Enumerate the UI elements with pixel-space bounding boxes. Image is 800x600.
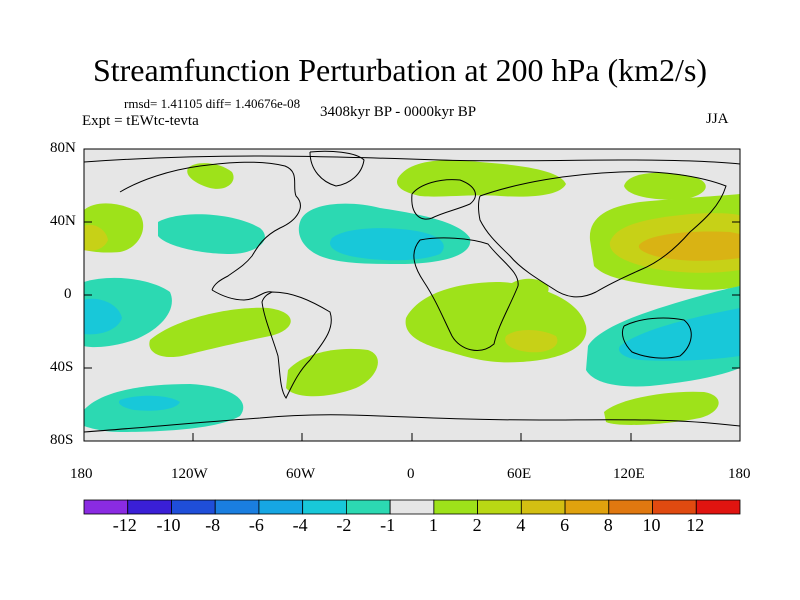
y-label-40n: 40N — [50, 213, 76, 229]
colorbar-label: -4 — [292, 515, 308, 535]
colorbar-swatch — [520, 499, 566, 515]
colorbar-swatch — [652, 499, 697, 515]
anomaly-pos-west-pacific-core — [84, 224, 108, 251]
anomaly-pos-horn-africa — [504, 278, 549, 301]
x-label-120e: 120E — [613, 466, 645, 482]
season-label: JJA — [706, 111, 729, 127]
coast-arctic — [84, 155, 740, 165]
colorbar-label: -8 — [205, 515, 221, 535]
colorbar-label: 8 — [603, 515, 613, 535]
anomaly-pos-southern-ocean — [604, 391, 719, 425]
colorbar-swatch — [345, 499, 391, 515]
anomaly-pos-siberia — [624, 172, 706, 200]
colorbar-swatch — [608, 499, 653, 515]
colorbar-label: -1 — [380, 515, 396, 535]
anomaly-pos-east-asia-core — [638, 231, 740, 261]
anomaly-neg-north-america — [158, 214, 265, 254]
coast-north-america — [119, 161, 301, 291]
x-label-0: 0 — [407, 466, 415, 482]
x-label-60w: 60W — [286, 466, 316, 482]
colorbar-label: 10 — [642, 515, 661, 535]
coast-greenland — [309, 150, 365, 187]
colorbar-swatch — [564, 499, 610, 515]
colorbar-label: -2 — [336, 515, 352, 535]
anomaly-pos-south-america — [149, 307, 291, 358]
colorbar-label: 2 — [472, 515, 482, 535]
y-label-80s: 80S — [50, 432, 74, 448]
colorbar-swatch — [214, 499, 260, 515]
anomaly-pos-north-atlantic-europe — [396, 160, 566, 197]
anomaly-neg-atlantic-core — [330, 228, 444, 261]
y-label-40s: 40S — [50, 359, 74, 375]
colorbar-swatch — [433, 499, 479, 515]
colorbar-label: 4 — [516, 515, 526, 535]
y-label-0: 0 — [64, 286, 72, 302]
colorbar-label: 6 — [560, 515, 570, 535]
anomaly-pos-canada — [187, 163, 234, 189]
anomaly-neg-west-pacific-core — [84, 298, 122, 335]
colorbar-label: 1 — [428, 515, 438, 535]
colorbar-swatch — [258, 499, 304, 515]
anomaly-pos-africa-mid — [505, 330, 558, 353]
coast-europe — [411, 179, 476, 220]
anomaly-neg-australia-core — [618, 308, 740, 361]
colorbar-swatch — [302, 499, 347, 515]
y-label-80n: 80N — [50, 140, 76, 156]
map-title: Streamfunction Perturbation at 200 hPa (… — [92, 52, 708, 88]
x-label-180e: 180 — [728, 466, 751, 482]
axis-ticks — [83, 148, 741, 442]
colorbar-swatch — [127, 499, 172, 515]
coast-australia — [621, 317, 692, 359]
colorbar-label: -12 — [112, 515, 137, 535]
x-label-120w: 120W — [171, 466, 208, 482]
coast-antarctica — [84, 414, 740, 433]
experiment-label: Expt = tEWtc-tevta — [82, 113, 199, 129]
coast-africa — [413, 237, 519, 351]
colorbar-swatch — [171, 499, 216, 515]
colorbar-swatch — [695, 499, 741, 515]
colorbar-swatch — [389, 499, 435, 515]
colorbar-label: -6 — [248, 515, 264, 535]
colorbar-swatch — [83, 499, 129, 515]
period-label: 3408kyr BP - 0000kyr BP — [320, 104, 477, 120]
x-label-180w: 180 — [70, 466, 93, 482]
colorbar-swatch — [477, 499, 522, 515]
coast-south-america — [261, 291, 332, 399]
coast-asia — [478, 171, 727, 298]
colorbar-label: 12 — [686, 515, 705, 535]
coast-central-america — [211, 289, 273, 301]
contour-fields — [84, 160, 740, 432]
anomaly-neg-south-pacific-core — [118, 395, 180, 411]
x-label-60e: 60E — [507, 466, 532, 482]
stats-text: rmsd= 1.41105 diff= 1.40676e-08 — [124, 96, 301, 111]
coastlines — [84, 150, 740, 433]
colorbar-label: -10 — [156, 515, 181, 535]
